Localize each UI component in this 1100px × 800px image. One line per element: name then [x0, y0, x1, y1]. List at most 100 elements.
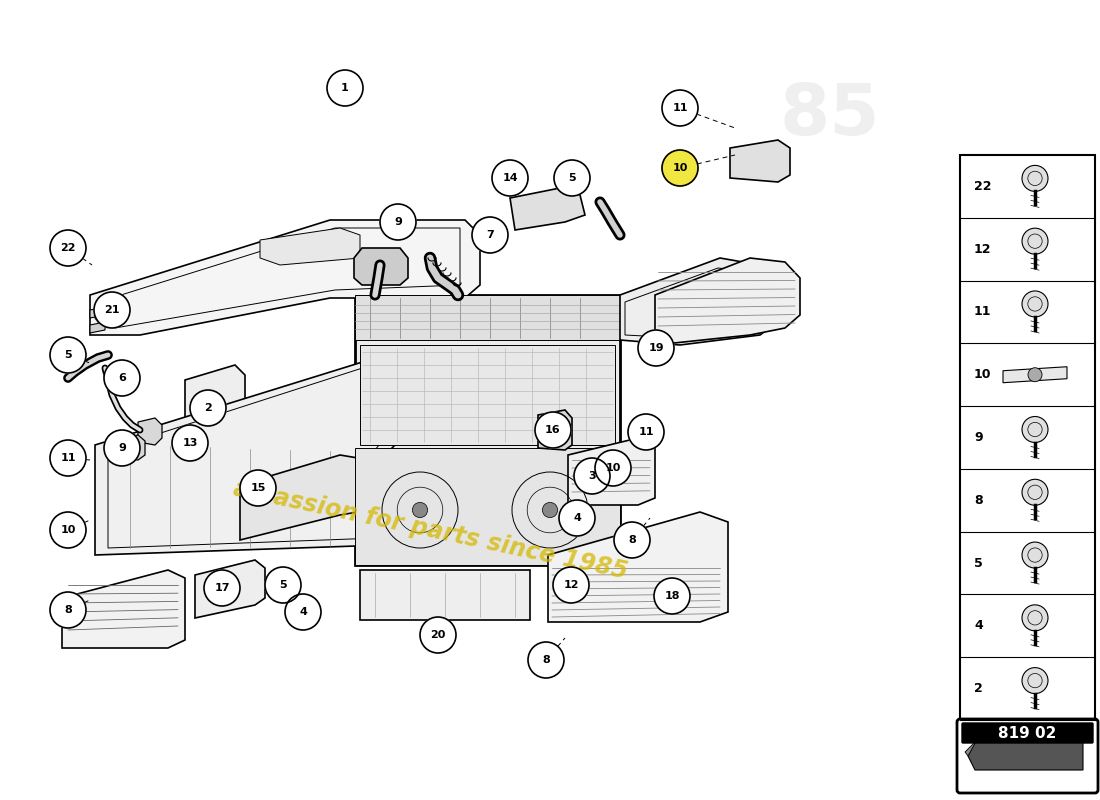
- Circle shape: [50, 592, 86, 628]
- Circle shape: [104, 430, 140, 466]
- Circle shape: [285, 594, 321, 630]
- Circle shape: [50, 337, 86, 373]
- Circle shape: [420, 617, 456, 653]
- Text: 21: 21: [104, 305, 120, 315]
- Polygon shape: [548, 512, 728, 622]
- Circle shape: [528, 642, 564, 678]
- Text: 8: 8: [542, 655, 550, 665]
- Text: 8: 8: [64, 605, 72, 615]
- Circle shape: [172, 425, 208, 461]
- Text: 12: 12: [974, 242, 991, 256]
- Text: 5: 5: [974, 557, 982, 570]
- Text: 9: 9: [118, 443, 125, 453]
- Polygon shape: [354, 248, 408, 285]
- Text: 3: 3: [588, 471, 596, 481]
- Polygon shape: [965, 738, 1087, 756]
- Circle shape: [492, 160, 528, 196]
- Text: 5: 5: [279, 580, 287, 590]
- Circle shape: [614, 522, 650, 558]
- Polygon shape: [620, 258, 780, 345]
- Text: 8: 8: [974, 494, 982, 506]
- Circle shape: [1022, 668, 1048, 694]
- Text: 11: 11: [60, 453, 76, 463]
- Circle shape: [240, 470, 276, 506]
- Text: 14: 14: [503, 173, 518, 183]
- Polygon shape: [355, 295, 620, 565]
- Polygon shape: [968, 742, 1084, 770]
- Text: 11: 11: [974, 306, 991, 318]
- Bar: [960, 155, 1094, 720]
- Circle shape: [1022, 542, 1048, 568]
- Circle shape: [595, 450, 631, 486]
- Text: 9: 9: [394, 217, 402, 227]
- Text: 6: 6: [118, 373, 125, 383]
- Text: 17: 17: [214, 583, 230, 593]
- Text: 11: 11: [638, 427, 653, 437]
- Circle shape: [559, 500, 595, 536]
- Text: a passion for parts since 1985: a passion for parts since 1985: [231, 476, 629, 584]
- Circle shape: [638, 330, 674, 366]
- Circle shape: [190, 390, 226, 426]
- Polygon shape: [116, 435, 145, 460]
- Polygon shape: [95, 304, 122, 322]
- Polygon shape: [240, 455, 370, 540]
- Circle shape: [1028, 368, 1042, 382]
- Text: 7: 7: [486, 230, 494, 240]
- Text: 11: 11: [672, 103, 688, 113]
- Circle shape: [412, 502, 428, 518]
- Circle shape: [50, 512, 86, 548]
- Polygon shape: [260, 228, 360, 265]
- Polygon shape: [510, 188, 585, 230]
- Text: 1: 1: [341, 83, 349, 93]
- Polygon shape: [1003, 366, 1067, 382]
- Circle shape: [327, 70, 363, 106]
- Polygon shape: [355, 448, 620, 565]
- Polygon shape: [195, 560, 265, 618]
- Text: 15: 15: [251, 483, 266, 493]
- Polygon shape: [90, 220, 480, 335]
- Circle shape: [628, 414, 664, 450]
- Circle shape: [50, 230, 86, 266]
- Text: 4: 4: [974, 619, 982, 632]
- Circle shape: [1022, 166, 1048, 191]
- Polygon shape: [730, 140, 790, 182]
- FancyBboxPatch shape: [962, 723, 1093, 743]
- Text: 5: 5: [64, 350, 72, 360]
- Text: 2: 2: [974, 682, 982, 695]
- Circle shape: [379, 204, 416, 240]
- Text: 13: 13: [183, 438, 198, 448]
- Text: 18: 18: [664, 591, 680, 601]
- Circle shape: [574, 458, 611, 494]
- Text: 4: 4: [573, 513, 581, 523]
- Text: 819 02: 819 02: [999, 726, 1057, 741]
- Polygon shape: [355, 295, 620, 340]
- Circle shape: [50, 440, 86, 476]
- Text: 22: 22: [60, 243, 76, 253]
- Circle shape: [472, 217, 508, 253]
- Text: 10: 10: [672, 163, 688, 173]
- Circle shape: [1022, 605, 1048, 631]
- Polygon shape: [95, 355, 395, 555]
- Circle shape: [535, 412, 571, 448]
- Text: 22: 22: [974, 180, 991, 193]
- Text: 10: 10: [605, 463, 620, 473]
- Polygon shape: [62, 570, 185, 648]
- Polygon shape: [568, 438, 654, 505]
- Text: 16: 16: [546, 425, 561, 435]
- Circle shape: [1022, 291, 1048, 317]
- Polygon shape: [90, 322, 104, 333]
- Polygon shape: [538, 410, 572, 450]
- Circle shape: [204, 570, 240, 606]
- FancyBboxPatch shape: [957, 719, 1098, 793]
- Polygon shape: [360, 345, 615, 445]
- Circle shape: [94, 292, 130, 328]
- Polygon shape: [360, 570, 530, 620]
- Text: 2: 2: [205, 403, 212, 413]
- Text: 8: 8: [628, 535, 636, 545]
- Text: 4: 4: [299, 607, 307, 617]
- Circle shape: [104, 360, 140, 396]
- Text: 20: 20: [430, 630, 446, 640]
- Text: 19: 19: [648, 343, 663, 353]
- Text: 10: 10: [974, 368, 991, 382]
- Circle shape: [542, 502, 558, 518]
